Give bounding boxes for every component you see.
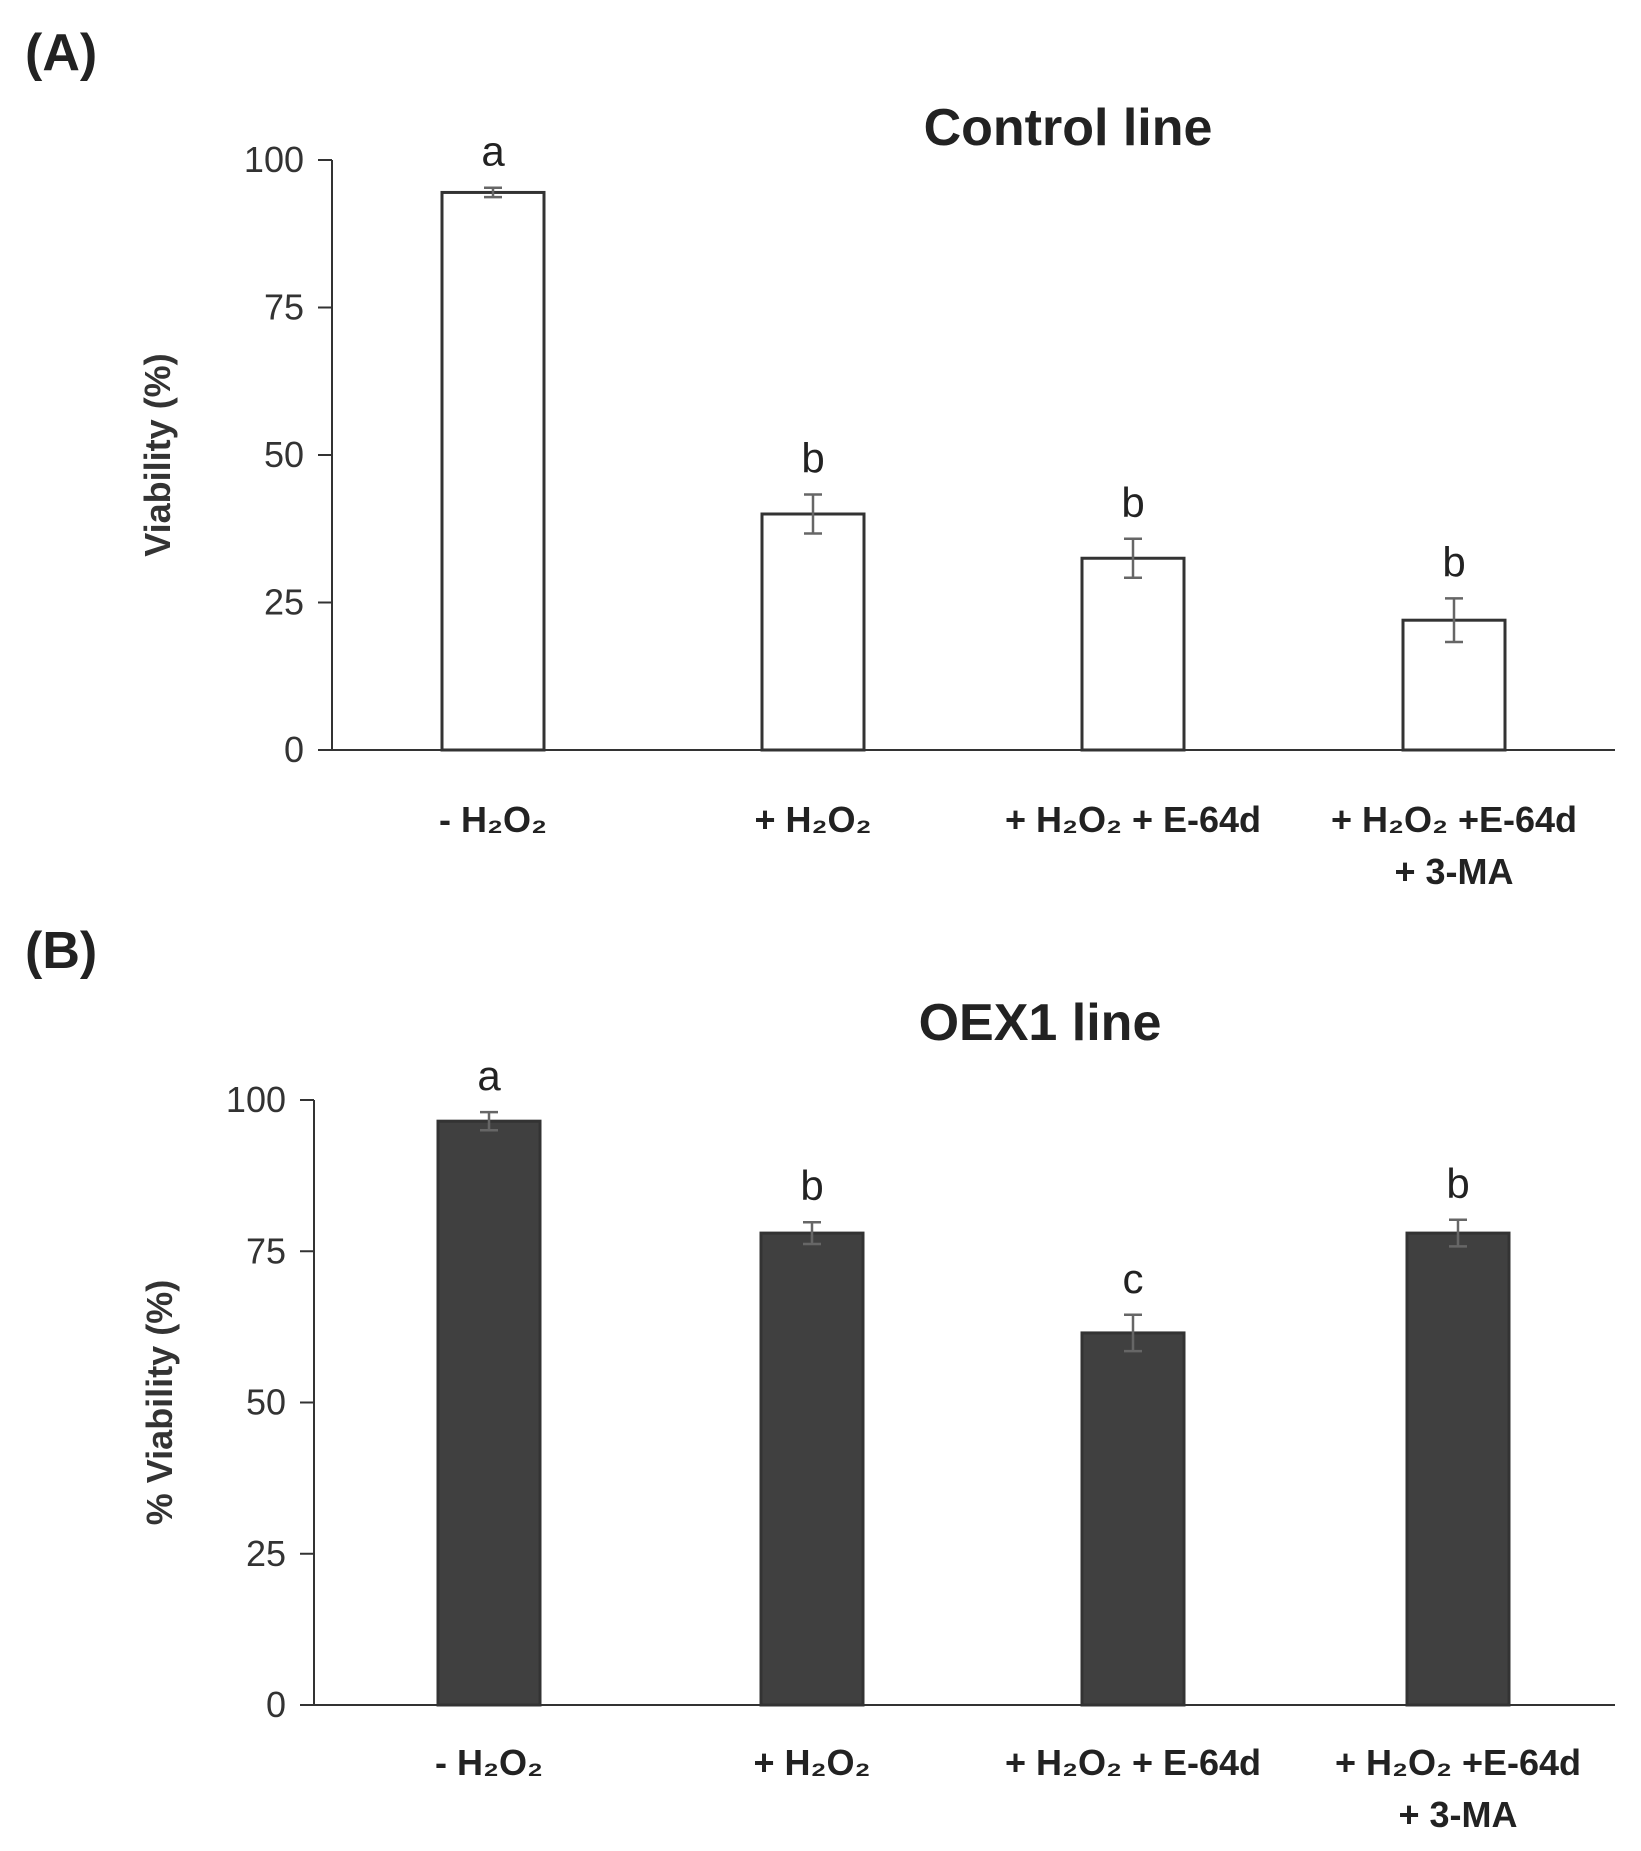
x-tick-label-line: + H₂O₂: [754, 799, 871, 840]
bar: [1080, 556, 1186, 752]
x-tick-label: + H₂O₂ + E-64d: [1005, 799, 1261, 840]
y-tick-label: 0: [284, 729, 304, 770]
x-tick-label-line: + 3-MA: [1398, 1794, 1517, 1835]
bar: [1405, 1231, 1511, 1707]
y-axis-label: Viability (%): [137, 353, 178, 556]
y-tick-label: 100: [226, 1079, 286, 1120]
significance-letter: b: [800, 1162, 823, 1209]
panel-b-label: (B): [25, 922, 97, 980]
y-tick-label: 25: [264, 582, 304, 623]
bar: [1401, 618, 1507, 752]
x-tick-label: + H₂O₂ +E-64d + 3-MA: [1335, 1742, 1581, 1835]
x-tick-label-line: + H₂O₂ +E-64d: [1331, 799, 1577, 840]
panel-a: (A) Control line 0 25 50 75 100 Viability (%)…: [25, 24, 1615, 892]
significance-letter: b: [1446, 1160, 1469, 1207]
significance-letter: b: [1121, 479, 1144, 526]
bar: [1080, 1331, 1186, 1707]
panel-b: (B) OEX1 line 0 25 50 75 100 % Viability (%) a…: [25, 922, 1615, 1835]
y-tick-label: 50: [264, 434, 304, 475]
y-axis-label: % Viability (%): [139, 1280, 180, 1525]
panel-a-label: (A): [25, 24, 97, 82]
significance-letter: c: [1123, 1255, 1144, 1302]
bar: [759, 1231, 865, 1707]
x-tick-label-line: + H₂O₂ + E-64d: [1005, 799, 1261, 840]
x-tick-label-line: + H₂O₂ +E-64d: [1335, 1742, 1581, 1783]
x-tick-label: + H₂O₂: [753, 1742, 870, 1783]
y-tick-label: 75: [264, 287, 304, 328]
x-tick-label: + H₂O₂ + E-64d: [1005, 1742, 1261, 1783]
bar: [440, 190, 546, 752]
x-tick-label: - H₂O₂: [439, 799, 547, 840]
y-tick-label: 25: [246, 1533, 286, 1574]
bar: [436, 1119, 542, 1707]
panel-b-title: OEX1 line: [919, 994, 1162, 1052]
panel-a-title: Control line: [924, 99, 1213, 157]
bar: [760, 512, 866, 752]
y-tick-label: 0: [266, 1684, 286, 1725]
x-tick-label-line: - H₂O₂: [435, 1742, 543, 1783]
significance-letter: a: [481, 128, 505, 175]
significance-letter: b: [1442, 538, 1465, 585]
x-tick-label: + H₂O₂: [754, 799, 871, 840]
y-tick-label: 50: [246, 1382, 286, 1423]
y-tick-label: 100: [244, 139, 304, 180]
significance-letter: b: [801, 435, 824, 482]
y-tick-label: 75: [246, 1230, 286, 1271]
x-tick-label: - H₂O₂: [435, 1742, 543, 1783]
x-tick-label: + H₂O₂ +E-64d + 3-MA: [1331, 799, 1577, 892]
x-tick-label-line: - H₂O₂: [439, 799, 547, 840]
x-tick-label-line: + H₂O₂ + E-64d: [1005, 1742, 1261, 1783]
significance-letter: a: [477, 1052, 501, 1099]
x-tick-label-line: + 3-MA: [1394, 851, 1513, 892]
x-tick-label-line: + H₂O₂: [753, 1742, 870, 1783]
